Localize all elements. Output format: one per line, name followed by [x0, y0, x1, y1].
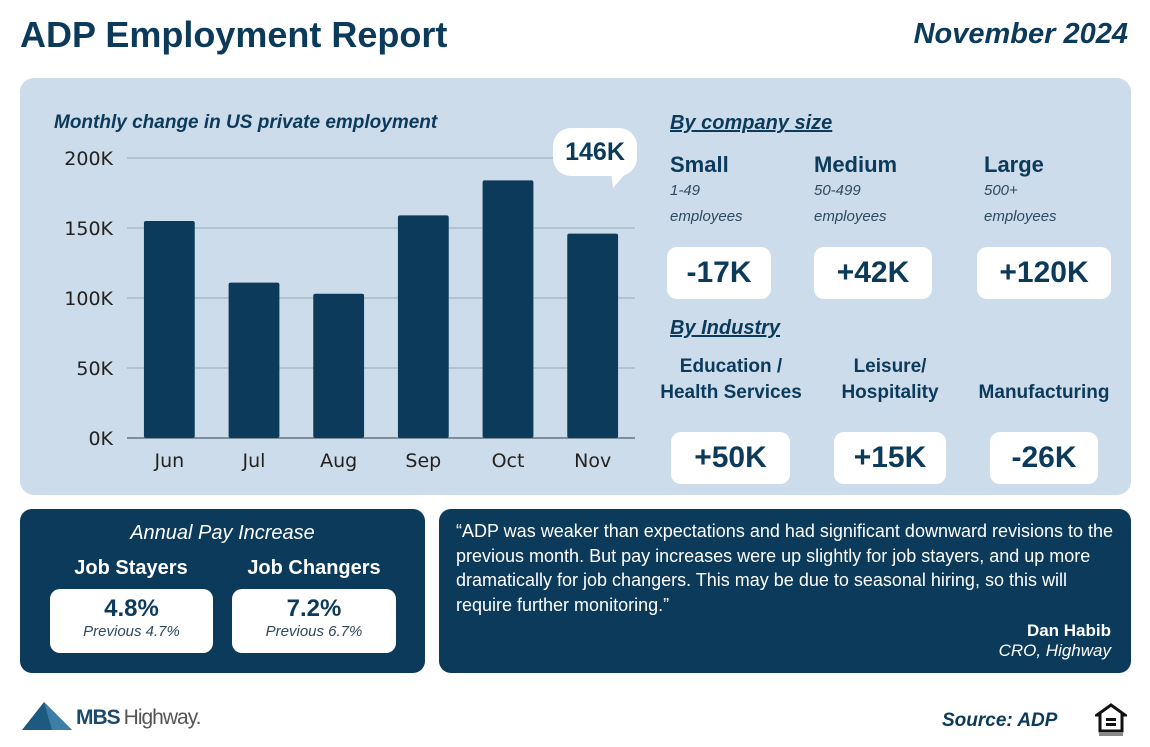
y-tick-label: 150K: [64, 218, 113, 240]
industry-label: Hospitality: [841, 382, 939, 403]
latest-value-callout: 146K: [553, 128, 637, 176]
size-name: Medium: [814, 152, 898, 177]
y-tick-label: 50K: [76, 358, 113, 380]
quote-author: Dan Habib: [1026, 621, 1111, 640]
pay-label-changers: Job Changers: [247, 557, 381, 579]
pay-panel: Annual Pay Increase Job Stayers Job Chan…: [20, 509, 425, 673]
industry-value-leisure: +15K: [834, 432, 946, 484]
bar-jul: [228, 282, 280, 438]
x-tick-label: Aug: [320, 450, 357, 472]
x-tick-label: Nov: [574, 450, 611, 472]
equal-housing-icon: [1095, 703, 1127, 736]
pay-previous: Previous 4.7%: [83, 623, 180, 640]
bar-jun: [143, 221, 195, 438]
mountain-logo-icon: [22, 702, 72, 730]
x-tick-label: Jul: [242, 450, 266, 472]
size-value-large: +120K: [977, 247, 1111, 299]
x-tick-label: Oct: [492, 450, 525, 472]
source-label: Source: ADP: [942, 710, 1058, 731]
size-sub: employees: [814, 208, 887, 225]
y-tick-label: 0K: [88, 428, 113, 450]
size-sub: employees: [670, 208, 743, 225]
page-title: ADP Employment Report: [20, 14, 448, 55]
size-sub: employees: [984, 208, 1057, 225]
x-tick-label: Jun: [153, 450, 184, 472]
logo-text-bold: MBS: [76, 706, 121, 729]
bar-aug: [313, 293, 365, 438]
size-medium: Medium 50-499 employees: [814, 152, 897, 230]
pay-previous: Previous 6.7%: [265, 623, 363, 640]
bar-nov: [567, 233, 619, 438]
bar-chart: 0K 50K 100K 150K 200K Jun Jul Aug Sep Oct Nov: [64, 148, 635, 472]
pay-box-stayers: 4.8% Previous 4.7%: [50, 589, 213, 653]
industry-manufacturing: Manufacturing: [964, 354, 1124, 406]
pay-value: 7.2%: [286, 595, 342, 622]
quote-text: “ADP was weaker than expectations and ha…: [456, 521, 1114, 615]
y-tick-label: 100K: [64, 288, 113, 310]
logo-text-light: Highway.: [123, 706, 202, 729]
industry-leisure: Leisure/ Hospitality: [826, 354, 954, 406]
size-large: Large 500+ employees: [984, 152, 1057, 230]
industry-label: Manufacturing: [978, 382, 1110, 403]
industry-label: Education /: [679, 356, 783, 377]
industry-label: Leisure/: [853, 356, 927, 377]
pay-title: Annual Pay Increase: [130, 522, 315, 544]
quote-panel: “ADP was weaker than expectations and ha…: [439, 509, 1131, 673]
quote-role: CRO, Highway: [998, 641, 1111, 660]
report-date: November 2024: [913, 18, 1128, 50]
pay-label-stayers: Job Stayers: [74, 557, 188, 579]
company-size-heading: By company size: [670, 112, 833, 134]
bar-sep: [397, 215, 449, 438]
size-range: 50-499: [814, 182, 861, 199]
industry-label: [964, 354, 1124, 380]
size-small: Small 1-49 employees: [670, 152, 743, 230]
mbs-highway-logo: MBS Highway.: [22, 702, 202, 730]
x-tick-label: Sep: [405, 450, 441, 472]
industry-heading: By Industry: [670, 317, 781, 339]
size-range: 500+: [984, 182, 1018, 199]
size-range: 1-49: [670, 182, 701, 199]
size-name: Small: [670, 152, 729, 177]
size-value-small: -17K: [667, 247, 771, 299]
industry-value-education: +50K: [671, 432, 790, 484]
size-value-medium: +42K: [814, 247, 932, 299]
industry-education: Education / Health Services: [648, 354, 814, 406]
industry-label: Health Services: [660, 382, 802, 403]
pay-value: 4.8%: [104, 595, 159, 622]
bar-oct: [482, 180, 534, 438]
chart-title: Monthly change in US private employment: [54, 112, 438, 133]
industry-value-manufacturing: -26K: [990, 432, 1098, 484]
size-name: Large: [984, 152, 1044, 177]
pay-box-changers: 7.2% Previous 6.7%: [232, 589, 396, 653]
y-tick-label: 200K: [64, 148, 113, 170]
